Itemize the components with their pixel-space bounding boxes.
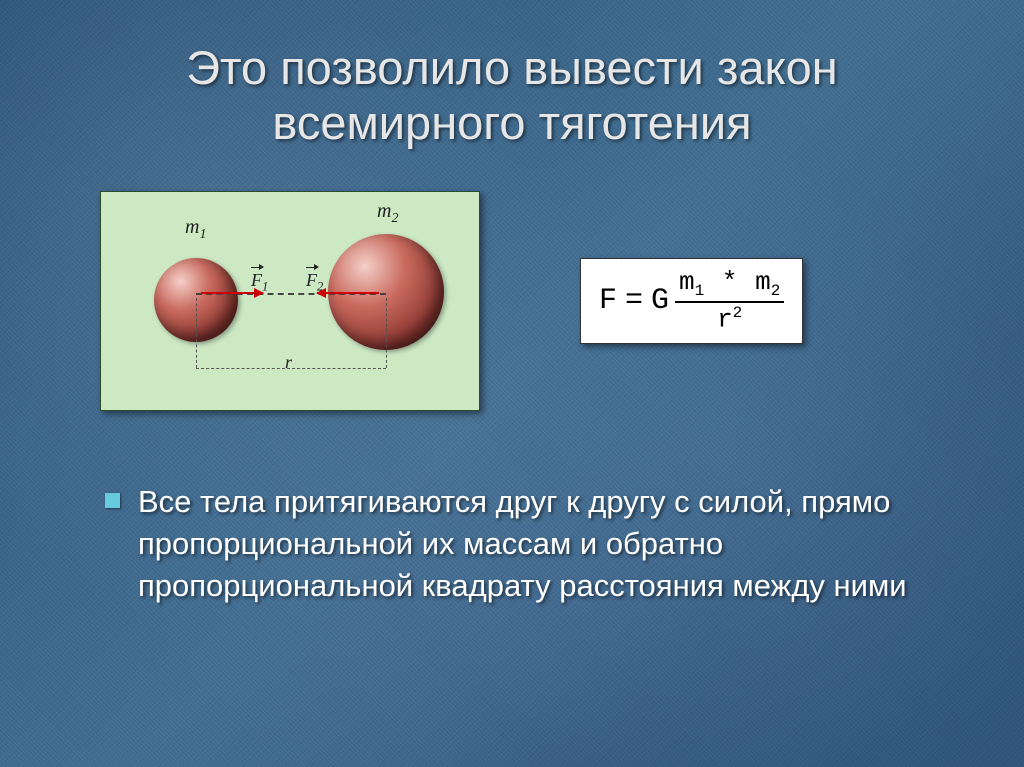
formula-G: G: [651, 286, 669, 316]
mass1-label: m1: [185, 216, 206, 243]
gravitation-formula: F = G m1 * m2 r2: [580, 258, 803, 344]
formula-eq: =: [625, 286, 643, 316]
force-arrow-2: [317, 292, 379, 294]
formula-fraction: m1 * m2 r2: [675, 269, 784, 333]
bullet-icon: [105, 493, 120, 508]
force2-label: F2: [306, 270, 323, 295]
distance-label: r: [285, 352, 292, 373]
body-text: Все тела притягиваются друг к другу с си…: [138, 481, 934, 607]
slide: Это позволило вывести закон всемирного т…: [0, 0, 1024, 767]
dim-tick-right: [386, 298, 387, 368]
force1-label: F1: [251, 270, 268, 295]
formula-lhs: F: [599, 286, 617, 316]
formula-denominator: r2: [717, 303, 742, 333]
body-row: Все тела притягиваются друг к другу с си…: [60, 481, 964, 607]
mass2-label: m2: [377, 200, 398, 227]
dim-tick-left: [196, 298, 197, 368]
gravitation-diagram: m1 m2 F1 F2 r: [100, 191, 480, 411]
formula-numerator: m1 * m2: [675, 269, 784, 303]
slide-title: Это позволило вывести закон всемирного т…: [60, 40, 964, 151]
content-row: m1 m2 F1 F2 r F = G m1: [60, 191, 964, 411]
